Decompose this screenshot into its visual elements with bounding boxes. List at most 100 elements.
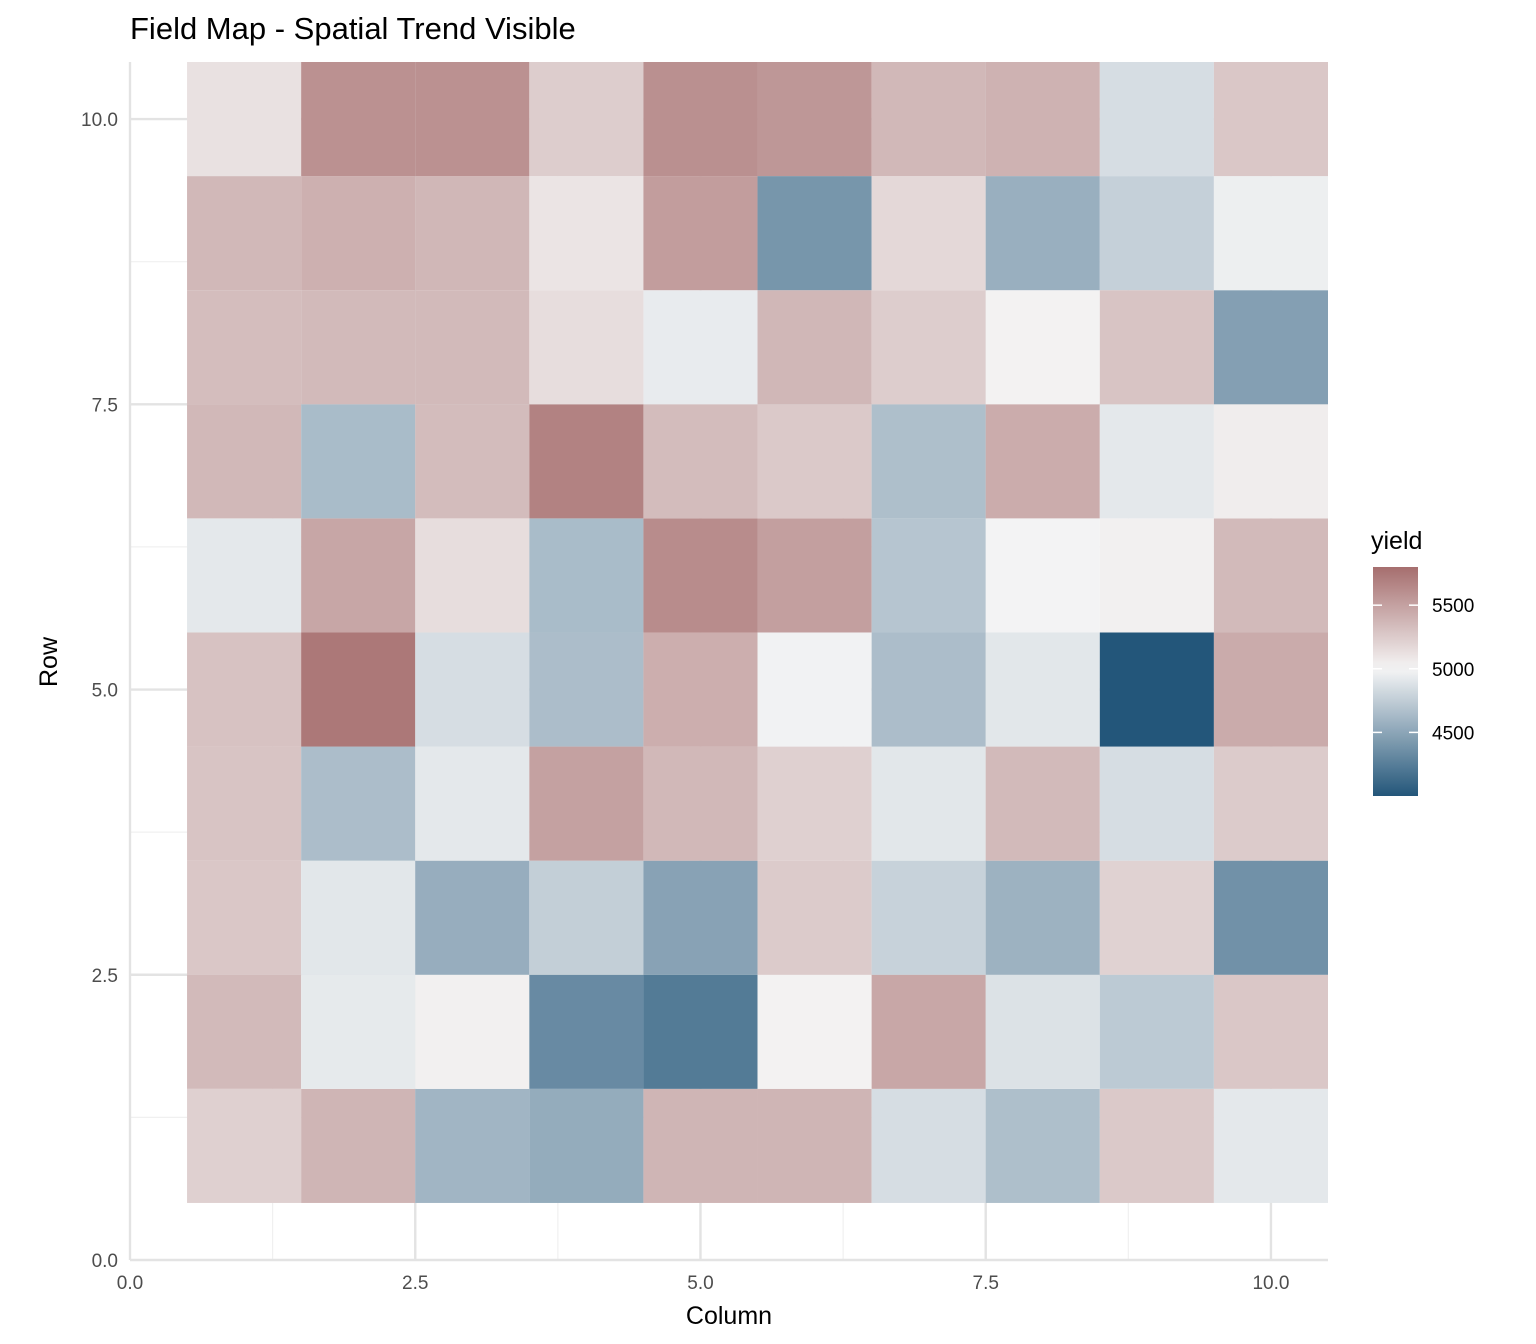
heatmap-tile [301, 404, 416, 519]
heatmap-tile [415, 62, 530, 177]
heatmap-tile [757, 176, 872, 291]
heatmap-tile [1213, 290, 1328, 405]
heatmap-tile [187, 1088, 302, 1203]
x-tick-label: 5.0 [687, 1273, 713, 1294]
legend-label: 4500 [1432, 723, 1474, 744]
heatmap-tile [1213, 746, 1328, 861]
x-tick-label: 10.0 [1252, 1273, 1289, 1294]
heatmap-tile [871, 404, 986, 519]
y-tick-label: 10.0 [81, 110, 118, 131]
heatmap-tile [871, 860, 986, 975]
heatmap-tile [187, 176, 302, 291]
heatmap-tile [643, 632, 758, 747]
heatmap-tile [1213, 860, 1328, 975]
heatmap-tile [1099, 1088, 1214, 1203]
heatmap-tile [985, 62, 1100, 177]
heatmap-tile [415, 632, 530, 747]
heatmap-tile [757, 62, 872, 177]
heatmap-tile [1213, 176, 1328, 291]
heatmap-tile [1213, 404, 1328, 519]
heatmap-tile [985, 746, 1100, 861]
heatmap-tile [415, 518, 530, 633]
legend: yield 4500 5000 5500 [1371, 527, 1474, 796]
heatmap-tile [301, 1088, 416, 1203]
heatmap-tile [757, 290, 872, 405]
legend-ticks: 4500 5000 5500 [1373, 596, 1474, 744]
heatmap-tile [757, 974, 872, 1089]
heatmap-tile [871, 62, 986, 177]
heatmap-tile [187, 62, 302, 177]
heatmap-tile [301, 290, 416, 405]
heatmap-tile [529, 62, 644, 177]
heatmap-tile [985, 1088, 1100, 1203]
heatmap-tile [871, 974, 986, 1089]
heatmap-tile [871, 632, 986, 747]
heatmap-tile [1099, 176, 1214, 291]
heatmap-tile [1099, 290, 1214, 405]
heatmap-tile [301, 746, 416, 861]
x-axis-title: Column [686, 1302, 772, 1330]
heatmap-tile [187, 404, 302, 519]
heatmap-tile [415, 404, 530, 519]
heatmap-tile [985, 860, 1100, 975]
heatmap-tile [187, 746, 302, 861]
heatmap-tile [643, 746, 758, 861]
heatmap-tile [757, 860, 872, 975]
heatmap-tile [301, 62, 416, 177]
chart-title: Field Map - Spatial Trend Visible [130, 11, 576, 46]
x-tick-label: 0.0 [117, 1273, 143, 1294]
heatmap-tile [415, 860, 530, 975]
y-tick-label: 0.0 [92, 1251, 118, 1272]
heatmap-tile [757, 1088, 872, 1203]
heatmap-tile [1213, 974, 1328, 1089]
heatmap-tile [415, 176, 530, 291]
legend-label: 5500 [1432, 596, 1474, 617]
x-tick-label: 7.5 [973, 1273, 999, 1294]
heatmap-tile [529, 632, 644, 747]
legend-label: 5000 [1432, 660, 1474, 681]
heatmap-tile [529, 290, 644, 405]
legend-title: yield [1371, 527, 1422, 555]
heatmap-tile [1213, 1088, 1328, 1203]
heatmap-tile [529, 1088, 644, 1203]
heatmap-tile [871, 290, 986, 405]
heatmap-tile [415, 1088, 530, 1203]
heatmap-tile [871, 746, 986, 861]
heatmap-tile [757, 746, 872, 861]
heatmap-tile [643, 518, 758, 633]
heatmap-tile [1099, 62, 1214, 177]
y-tick-label: 7.5 [92, 395, 118, 416]
heatmap-tile [529, 176, 644, 291]
heatmap-tile [643, 404, 758, 519]
heatmap-tile [985, 518, 1100, 633]
heatmap-tile [985, 290, 1100, 405]
heatmap-tile [643, 290, 758, 405]
heatmap-tile [757, 632, 872, 747]
y-axis-ticks: 0.0 2.5 5.0 7.5 10.0 [81, 110, 118, 1272]
heatmap-tile [1213, 62, 1328, 177]
heatmap-tile [643, 860, 758, 975]
heatmap-tile [187, 632, 302, 747]
heatmap-tile [1099, 632, 1214, 747]
heatmap-tile [985, 176, 1100, 291]
x-axis-ticks: 0.0 2.5 5.0 7.5 10.0 [117, 1273, 1290, 1294]
heatmap-tile [1213, 518, 1328, 633]
heatmap-tile [871, 518, 986, 633]
heatmap-tile [301, 974, 416, 1089]
heatmap-tile [757, 404, 872, 519]
y-tick-label: 5.0 [92, 681, 118, 702]
heatmap-tile [643, 974, 758, 1089]
heatmap-tile [529, 746, 644, 861]
heatmap-tile [1099, 404, 1214, 519]
heatmap-tile [187, 290, 302, 405]
heatmap-tile [757, 518, 872, 633]
heatmap-tile [1099, 746, 1214, 861]
y-tick-label: 2.5 [92, 966, 118, 987]
heatmap-tile [301, 176, 416, 291]
heatmap-tile [985, 404, 1100, 519]
y-axis-title: Row [35, 636, 63, 687]
heatmap-tile [1099, 860, 1214, 975]
heatmap-tile [415, 746, 530, 861]
heatmap-tile [871, 176, 986, 291]
